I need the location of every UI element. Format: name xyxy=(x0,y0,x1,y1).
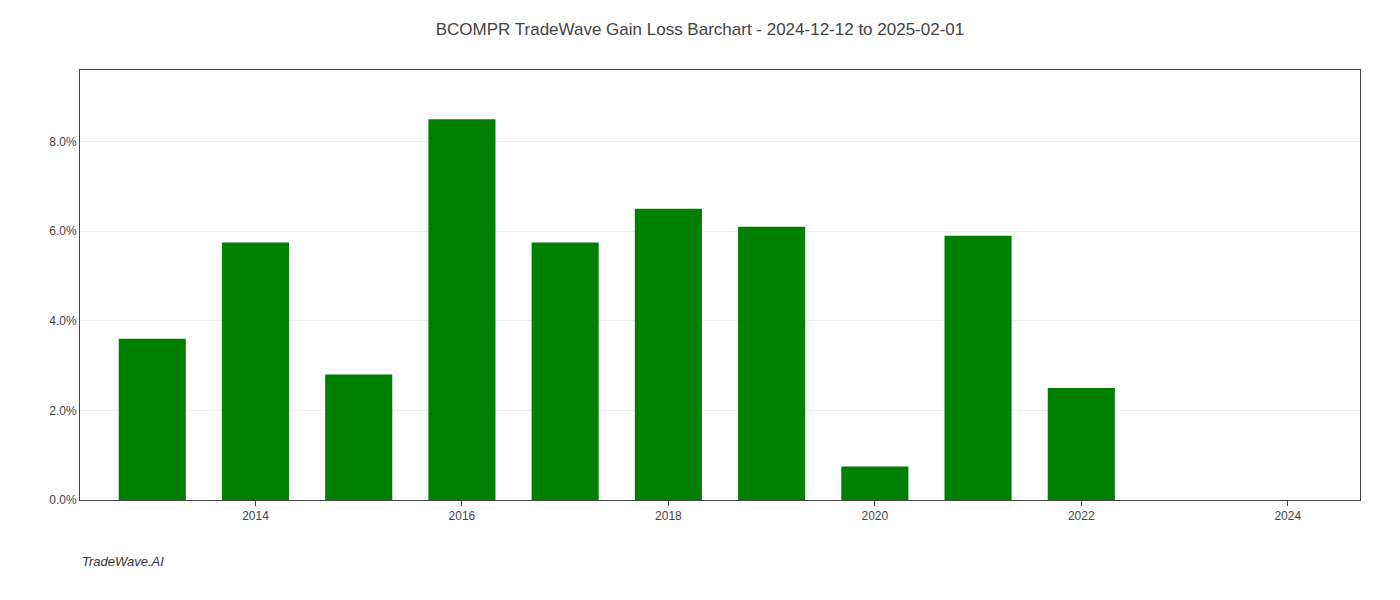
svg-text:2014: 2014 xyxy=(242,509,269,523)
svg-text:2018: 2018 xyxy=(655,509,682,523)
svg-text:6.0%: 6.0% xyxy=(49,224,77,238)
svg-text:4.0%: 4.0% xyxy=(49,314,77,328)
svg-text:2024: 2024 xyxy=(1274,509,1301,523)
svg-text:8.0%: 8.0% xyxy=(49,135,77,149)
svg-text:2020: 2020 xyxy=(861,509,888,523)
svg-text:BCOMPR TradeWave Gain Loss Bar: BCOMPR TradeWave Gain Loss Barchart - 20… xyxy=(436,20,965,39)
svg-text:2.0%: 2.0% xyxy=(49,404,77,418)
svg-text:TradeWave.AI: TradeWave.AI xyxy=(82,554,164,569)
svg-text:2016: 2016 xyxy=(449,509,476,523)
svg-text:2022: 2022 xyxy=(1068,509,1095,523)
svg-text:0.0%: 0.0% xyxy=(49,493,77,507)
